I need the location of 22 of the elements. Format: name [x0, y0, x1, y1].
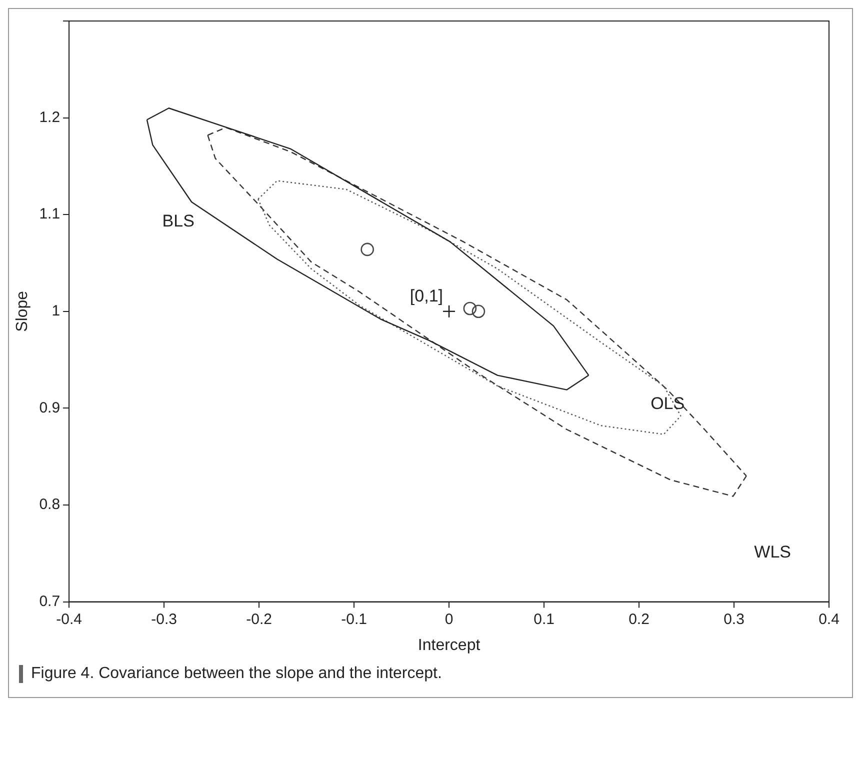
y-tick-label: 0.7 — [39, 592, 60, 610]
annotation: BLS — [162, 211, 194, 230]
caption: Figure 4. Covariance between the slope and the intercept. — [19, 665, 842, 683]
y-axis-title: Slope — [14, 290, 32, 332]
x-tick-label: -0.2 — [246, 610, 272, 628]
annotation: [0,1] — [410, 286, 444, 306]
x-tick-label: 0 — [444, 610, 454, 628]
x-tick-label: 0.1 — [534, 610, 554, 628]
x-axis-title: Intercept — [418, 636, 481, 654]
x-tick-label: -0.4 — [56, 610, 82, 628]
y-tick-label: 0.8 — [39, 496, 60, 514]
y-tick-label: 1.2 — [39, 108, 60, 126]
x-tick-label: -0.1 — [341, 610, 367, 628]
y-tick-label: 1.1 — [39, 206, 60, 223]
x-tick-label: 0.2 — [628, 610, 650, 628]
x-tick-label: 0.3 — [724, 610, 744, 628]
annotation: WLS — [754, 542, 792, 562]
y-tick-label: 1 — [52, 302, 60, 320]
y-tick-label: 0.9 — [39, 399, 60, 416]
x-tick-label: 0.4 — [818, 610, 840, 628]
x-tick-label: -0.3 — [151, 610, 177, 628]
annotation: OLS — [650, 394, 685, 414]
